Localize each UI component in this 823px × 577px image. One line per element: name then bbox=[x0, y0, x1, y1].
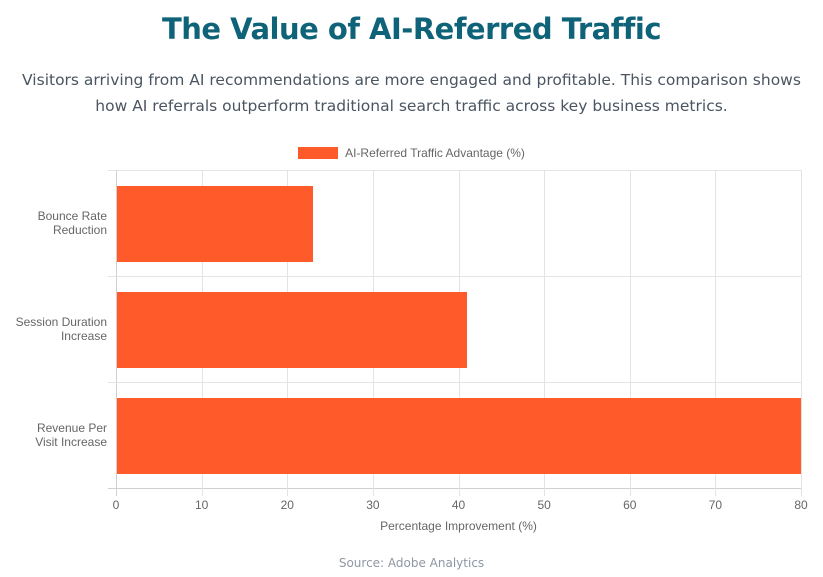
chart-subtitle: Visitors arriving from AI recommendation… bbox=[22, 71, 801, 115]
y-label-line: Bounce Rate bbox=[37, 209, 107, 223]
x-tick-label: 50 bbox=[537, 498, 551, 512]
grid-line-vertical bbox=[544, 170, 546, 496]
x-tick-label: 40 bbox=[451, 498, 466, 512]
x-tick-label: 0 bbox=[112, 498, 120, 512]
grid-line-vertical bbox=[629, 170, 631, 496]
x-tick-label: 70 bbox=[708, 498, 723, 512]
x-tick-label: 20 bbox=[280, 498, 294, 512]
x-tick-label: 10 bbox=[194, 498, 209, 512]
y-label-bounce-rate: Bounce Rate Reduction bbox=[0, 209, 107, 237]
chart-title: The Value of AI-Referred Traffic bbox=[161, 12, 662, 46]
y-label-line: Increase bbox=[60, 329, 107, 343]
x-tick-label: 80 bbox=[794, 498, 808, 512]
y-label-session-duration: Session Duration Increase bbox=[0, 315, 107, 343]
grid-line-vertical bbox=[801, 170, 802, 496]
grid-line-horizontal bbox=[108, 382, 801, 383]
x-tick-label: 60 bbox=[623, 498, 637, 512]
bar-bounce-rate-reduction[interactable] bbox=[117, 186, 313, 262]
plot-area bbox=[108, 170, 802, 496]
y-axis-line bbox=[116, 170, 117, 496]
legend-label: AI-Referred Traffic Advantage (%) bbox=[345, 146, 525, 160]
source-note: Source: Adobe Analytics bbox=[338, 556, 485, 570]
grid-line-vertical bbox=[715, 170, 717, 496]
legend-swatch bbox=[298, 147, 339, 159]
x-tick-label: 30 bbox=[366, 498, 380, 512]
x-axis-title: Percentage Improvement (%) bbox=[380, 519, 537, 533]
bar-revenue-per-visit-increase[interactable] bbox=[117, 398, 801, 474]
y-label-line: Session Duration bbox=[15, 315, 107, 329]
grid-line-horizontal bbox=[108, 170, 801, 171]
bar-session-duration-increase[interactable] bbox=[117, 292, 468, 368]
y-label-line: Visit Increase bbox=[35, 435, 107, 449]
y-label-revenue-per-visit: Revenue Per Visit Increase bbox=[0, 421, 107, 449]
chart-legend[interactable]: AI-Referred Traffic Advantage (%) bbox=[0, 146, 823, 160]
y-label-line: Revenue Per bbox=[36, 421, 107, 435]
y-label-line: Reduction bbox=[52, 223, 107, 237]
grid-line-horizontal bbox=[108, 276, 801, 277]
x-axis-line bbox=[108, 488, 801, 489]
